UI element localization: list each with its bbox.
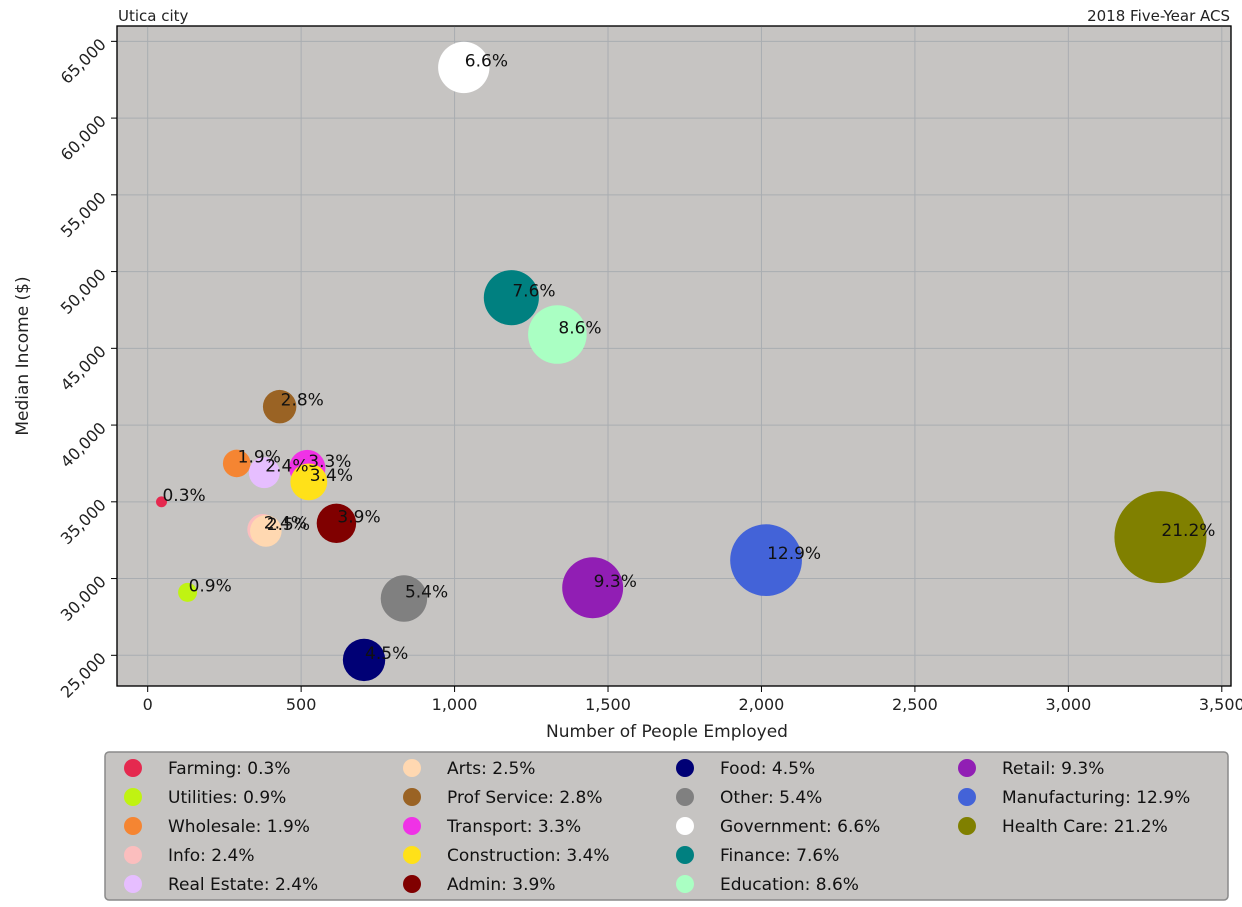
legend-label-info: Info: 2.4% [168, 846, 255, 866]
x-tick-label: 3,500 [1199, 695, 1242, 714]
bubble-real-estate [248, 457, 280, 489]
legend-marker-other [676, 788, 694, 806]
plot-area [116, 25, 1232, 687]
bubble-label-retail: 9.3% [594, 572, 637, 592]
bubble-label-utilities: 0.9% [189, 576, 232, 596]
x-axis-label: Number of People Employed [546, 722, 788, 742]
chart-subtitle-left: Utica city [118, 7, 189, 25]
bubble-arts [250, 515, 282, 547]
x-tick-label: 1,000 [432, 695, 478, 714]
bubble-label-prof-service: 2.8% [281, 391, 324, 411]
legend-label-construction: Construction: 3.4% [447, 846, 610, 866]
bubble-construction [290, 463, 328, 501]
legend-marker-education [676, 875, 694, 893]
bubble-label-admin: 3.9% [337, 507, 380, 527]
bubble-farming [156, 496, 167, 508]
legend-label-retail: Retail: 9.3% [1002, 759, 1104, 779]
legend-marker-arts [403, 759, 421, 777]
bubble-health-care [1114, 491, 1207, 584]
legend-marker-government [676, 817, 694, 835]
bubble-label-health-care: 21.2% [1161, 521, 1215, 541]
bubble-government [438, 41, 490, 94]
plot-frame [116, 25, 1232, 687]
legend-label-finance: Finance: 7.6% [720, 846, 839, 866]
legend-label-prof-service: Prof Service: 2.8% [447, 788, 603, 808]
bubble-food [342, 638, 386, 682]
legend-label-education: Education: 8.6% [720, 875, 859, 895]
legend-marker-wholesale [124, 817, 142, 835]
legend-marker-real-estate [124, 875, 142, 893]
legend-marker-farming [124, 759, 142, 777]
x-tick-label: 500 [286, 695, 317, 714]
bubble-label-food: 4.5% [365, 644, 408, 664]
chart-subtitle-right: 2018 Five-Year ACS [1087, 7, 1230, 25]
legend-label-farming: Farming: 0.3% [168, 759, 291, 779]
legend-marker-utilities [124, 788, 142, 806]
legend-label-transport: Transport: 3.3% [446, 817, 581, 837]
legend-label-arts: Arts: 2.5% [447, 759, 535, 779]
legend-marker-info [124, 846, 142, 864]
bubble-label-transport: 3.3% [308, 452, 351, 472]
grid-lines [117, 26, 1231, 686]
legend-marker-transport [403, 817, 421, 835]
legend-box [104, 751, 1229, 901]
x-axis-ticks: 0 500 1,000 1,500 2,000 2,500 3,000 3,500 [143, 686, 1242, 714]
legend-marker-retail [958, 759, 976, 777]
legend-label-manufacturing: Manufacturing: 12.9% [1002, 788, 1190, 808]
x-tick-label: 3,000 [1045, 695, 1091, 714]
legend-marker-admin [403, 875, 421, 893]
bubble-label-finance: 7.6% [512, 282, 555, 302]
bubble-wholesale [222, 449, 251, 478]
legend-label-wholesale: Wholesale: 1.9% [168, 817, 310, 837]
bubble-label-info: 2.4% [264, 513, 307, 533]
bubble-label-construction: 3.4% [310, 466, 353, 486]
bubble-label-real-estate: 2.4% [265, 457, 308, 477]
bubble-prof-service [262, 389, 297, 424]
legend: Farming: 0.3% Utilities: 0.9% Wholesale: 1… [104, 751, 1229, 901]
x-tick-label: 2,000 [739, 695, 785, 714]
legend-label-food: Food: 4.5% [720, 759, 815, 779]
bubble-admin [316, 503, 357, 544]
legend-label-real-estate: Real Estate: 2.4% [168, 875, 318, 895]
data-labels: 0.3%0.9%1.9%2.4%2.4%2.5%2.8%3.3%3.4%3.9%… [162, 51, 1215, 663]
legend-marker-construction [403, 846, 421, 864]
legend-label-other: Other: 5.4% [720, 788, 822, 808]
bubble-label-government: 6.6% [465, 51, 508, 71]
bubble-retail [562, 557, 624, 619]
legend-items: Farming: 0.3% Utilities: 0.9% Wholesale: 1… [124, 759, 1190, 895]
bubble-label-other: 5.4% [405, 583, 448, 603]
legend-label-utilities: Utilities: 0.9% [168, 788, 286, 808]
legend-marker-manufacturing [958, 788, 976, 806]
x-tick-label: 0 [143, 695, 153, 714]
bubble-other [380, 575, 428, 622]
bubble-education [528, 305, 587, 364]
bubble-label-manufacturing: 12.9% [767, 544, 821, 564]
bubble-utilities [178, 582, 198, 602]
legend-label-admin: Admin: 3.9% [447, 875, 556, 895]
x-tick-label: 1,500 [585, 695, 631, 714]
x-tick-label: 2,500 [892, 695, 938, 714]
legend-marker-food [676, 759, 694, 777]
legend-marker-prof-service [403, 788, 421, 806]
y-axis-label: Median Income ($) [13, 276, 33, 435]
bubble-label-farming: 0.3% [162, 486, 205, 506]
legend-label-government: Government: 6.6% [720, 817, 880, 837]
bubble-layer [156, 41, 1207, 682]
bubble-finance [483, 270, 539, 326]
legend-label-health-care: Health Care: 21.2% [1002, 817, 1168, 837]
bubble-manufacturing [730, 524, 802, 597]
bubble-label-arts: 2.5% [267, 515, 310, 535]
legend-marker-health-care [958, 817, 976, 835]
bubble-label-wholesale: 1.9% [238, 447, 281, 467]
bubble-label-education: 8.6% [558, 319, 601, 339]
legend-marker-finance [676, 846, 694, 864]
